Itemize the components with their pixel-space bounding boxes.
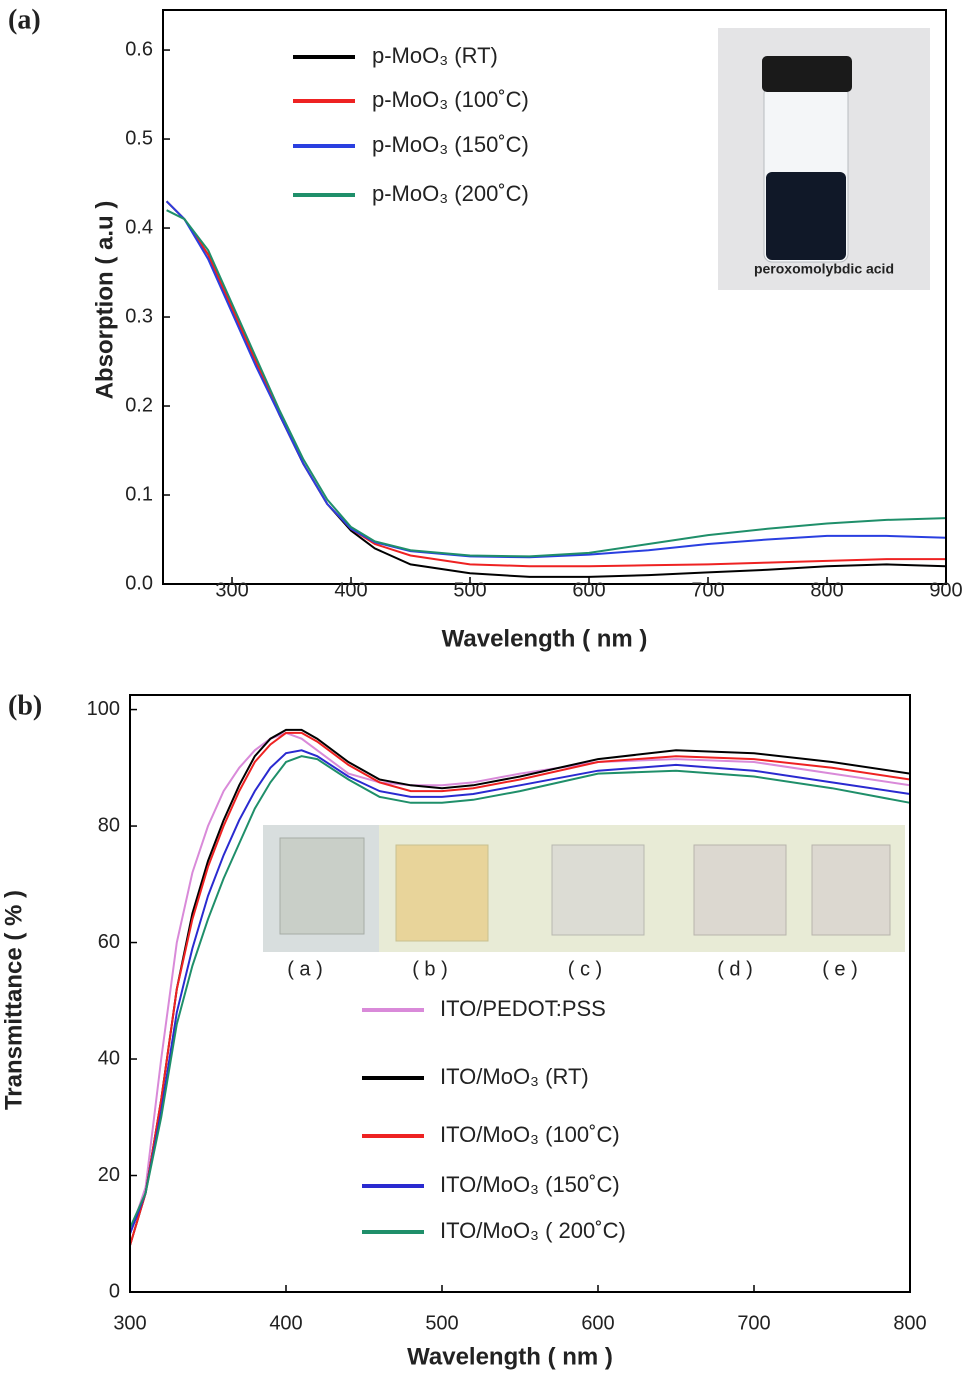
y-tick-label: 0.6	[125, 38, 153, 60]
vial-photo	[718, 28, 930, 290]
legend-label: p-MoO₃ (200˚C)	[372, 181, 529, 206]
x-tick-label: 500	[453, 579, 486, 601]
legend-label: ITO/MoO₃ (150˚C)	[440, 1172, 620, 1197]
x-tick-label: 400	[334, 579, 367, 601]
x-tick-label: 700	[737, 1312, 770, 1334]
plot-frame	[129, 694, 911, 1293]
inset-label: ( c )	[568, 958, 602, 980]
inset-label: ( a )	[287, 958, 323, 980]
y-tick-label: 0.0	[125, 572, 153, 594]
x-tick-label: 300	[215, 579, 248, 601]
x-axis-label: Wavelength ( nm )	[442, 625, 648, 652]
y-tick-label: 20	[98, 1164, 120, 1186]
y-tick-label: 40	[98, 1047, 120, 1069]
y-tick-label: 0.2	[125, 394, 153, 416]
y-tick-label: 100	[87, 698, 120, 720]
x-tick-label: 400	[269, 1312, 302, 1334]
x-tick-label: 500	[425, 1312, 458, 1334]
legend-label: ITO/PEDOT:PSS	[440, 996, 606, 1021]
y-tick-label: 0.3	[125, 305, 153, 327]
legend-label: ITO/MoO₃ (100˚C)	[440, 1122, 620, 1147]
data-line	[129, 749, 911, 1235]
x-tick-label: 300	[113, 1312, 146, 1334]
y-tick-label: 60	[98, 931, 120, 953]
data-line	[129, 728, 911, 1246]
legend-label: p-MoO₃ (150˚C)	[372, 132, 529, 157]
x-tick-label: 600	[581, 1312, 614, 1334]
y-tick-label: 0	[109, 1280, 120, 1302]
inset-caption: peroxomolybdic acid	[754, 261, 894, 277]
legend-label: p-MoO₃ (100˚C)	[372, 87, 529, 112]
x-tick-label: 900	[929, 579, 962, 601]
y-tick-label: 0.5	[125, 127, 153, 149]
y-tick-label: 0.4	[125, 216, 153, 238]
y-axis-label: Absorption ( a.u )	[91, 201, 118, 400]
y-tick-label: 0.1	[125, 483, 153, 505]
inset-label: ( d )	[717, 958, 753, 980]
data-line	[165, 200, 946, 568]
legend-label: p-MoO₃ (RT)	[372, 43, 498, 68]
panel-label: (b)	[8, 690, 42, 721]
x-tick-label: 700	[691, 579, 724, 601]
data-line	[129, 731, 911, 1246]
inset-label: ( b )	[412, 958, 448, 980]
legend-label: ITO/MoO₃ ( 200˚C)	[440, 1218, 626, 1243]
data-line	[129, 755, 911, 1229]
panel-label: (a)	[8, 4, 41, 35]
inset-label: ( e )	[822, 958, 858, 980]
x-tick-label: 800	[893, 1312, 926, 1334]
data-line	[166, 209, 947, 558]
x-tick-label: 800	[810, 579, 843, 601]
y-axis-label: Transmittance ( % )	[0, 890, 27, 1110]
x-tick-label: 600	[572, 579, 605, 601]
y-tick-label: 80	[98, 814, 120, 836]
data-line	[129, 731, 911, 1235]
legend-label: ITO/MoO₃ (RT)	[440, 1064, 589, 1089]
x-axis-label: Wavelength ( nm )	[407, 1343, 613, 1370]
plot-frame	[162, 9, 947, 585]
film-photos	[263, 825, 905, 952]
